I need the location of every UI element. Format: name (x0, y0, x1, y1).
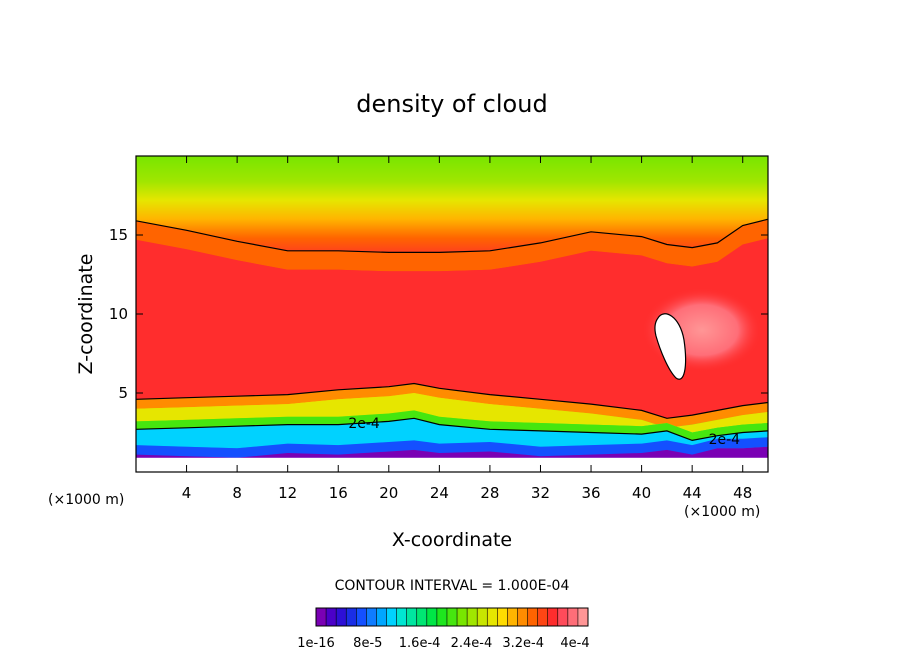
colorbar-swatch (477, 608, 488, 626)
colorbar-swatch (406, 608, 418, 626)
colorbar-tick-label: 2.4e-4 (451, 636, 493, 651)
colorbar-tick-label: 1e-16 (297, 636, 335, 651)
colorbar-swatch (436, 608, 448, 626)
x-axis: 4 8 12 16 20 24 28 32 36 40 44 48 (182, 156, 752, 502)
contour-lines (136, 218, 768, 442)
colorbar-swatch (416, 608, 428, 626)
colorbar-swatch (446, 608, 458, 626)
ground-mask (136, 457, 768, 472)
peak-region (654, 313, 687, 380)
colorbar-swatch (376, 608, 387, 626)
x-tick-label: 20 (379, 484, 398, 502)
contour-upper (136, 218, 768, 253)
contour-interval-text: CONTOUR INTERVAL = 1.000E-04 (335, 578, 570, 594)
colorbar-swatch (577, 608, 589, 626)
contour-labels: 2e-4 2e-4 (348, 416, 740, 448)
colorbar-swatch (326, 608, 337, 626)
plot-area (136, 156, 768, 472)
colorbar-swatch (467, 608, 478, 626)
x-tick-label: 8 (232, 484, 242, 502)
colorbar-swatch (507, 608, 518, 626)
colorbar-swatch (527, 608, 539, 626)
x-tick-label: 24 (430, 484, 449, 502)
x-tick-label: 40 (632, 484, 651, 502)
band-core-red (136, 238, 768, 419)
colorbar-frame (315, 607, 589, 627)
y-tick-label: 15 (109, 226, 128, 244)
x-unit-left: (×1000 m) (48, 492, 124, 508)
colorbar-swatch (426, 608, 438, 626)
band-blue (136, 437, 768, 458)
y-tick-label: 5 (118, 384, 128, 402)
colorbar-swatch (346, 608, 357, 626)
colorbar-swatch (336, 608, 347, 626)
colorbar-swatch (396, 608, 408, 626)
colorbar-swatch (457, 608, 468, 626)
band-upper-orange (136, 219, 768, 272)
colorbar-tick-label: 8e-5 (353, 636, 382, 651)
colorbar-swatch (356, 608, 367, 626)
colorbar-swatch (537, 608, 549, 626)
x-tick-label: 48 (733, 484, 752, 502)
contour-label: 2e-4 (709, 432, 741, 448)
y-tick-label: 10 (109, 305, 128, 323)
colorbar-tick-label: 4e-4 (560, 636, 589, 651)
x-axis-label: X-coordinate (392, 529, 512, 551)
colorbar-tick-label: 1.6e-4 (399, 636, 441, 651)
colorbar-swatch (316, 608, 327, 626)
chart-title: density of cloud (356, 90, 547, 118)
x-tick-label: 44 (683, 484, 702, 502)
x-tick-label: 36 (581, 484, 600, 502)
x-tick-label: 4 (182, 484, 192, 502)
colorbar-swatch (386, 608, 397, 626)
colorbar-swatch (497, 608, 508, 626)
contour-2e-4 (136, 417, 768, 442)
band-cyan (136, 418, 768, 449)
colorbar (315, 607, 589, 627)
contour-label: 2e-4 (348, 416, 380, 432)
colorbar-swatch (547, 608, 559, 626)
band-yellow (136, 393, 768, 433)
x-tick-label: 32 (531, 484, 550, 502)
colorbar-tick-label: 3.2e-4 (502, 636, 544, 651)
x-tick-label: 28 (480, 484, 499, 502)
colorbar-swatch (366, 608, 377, 626)
contour-4e-4 (136, 382, 768, 419)
colorbar-swatch (517, 608, 528, 626)
colorbar-swatch (567, 608, 579, 626)
x-tick-label: 12 (278, 484, 297, 502)
y-axis-label: Z-coordinate (75, 254, 97, 375)
colorbar-swatch (487, 608, 498, 626)
x-tick-label: 16 (329, 484, 348, 502)
colorbar-swatch (557, 608, 569, 626)
x-unit-right: (×1000 m) (684, 504, 760, 520)
colorbar-tick-labels: 1e-16 8e-5 1.6e-4 2.4e-4 3.2e-4 4e-4 (297, 636, 589, 651)
y-axis: 5 10 15 (109, 226, 768, 402)
